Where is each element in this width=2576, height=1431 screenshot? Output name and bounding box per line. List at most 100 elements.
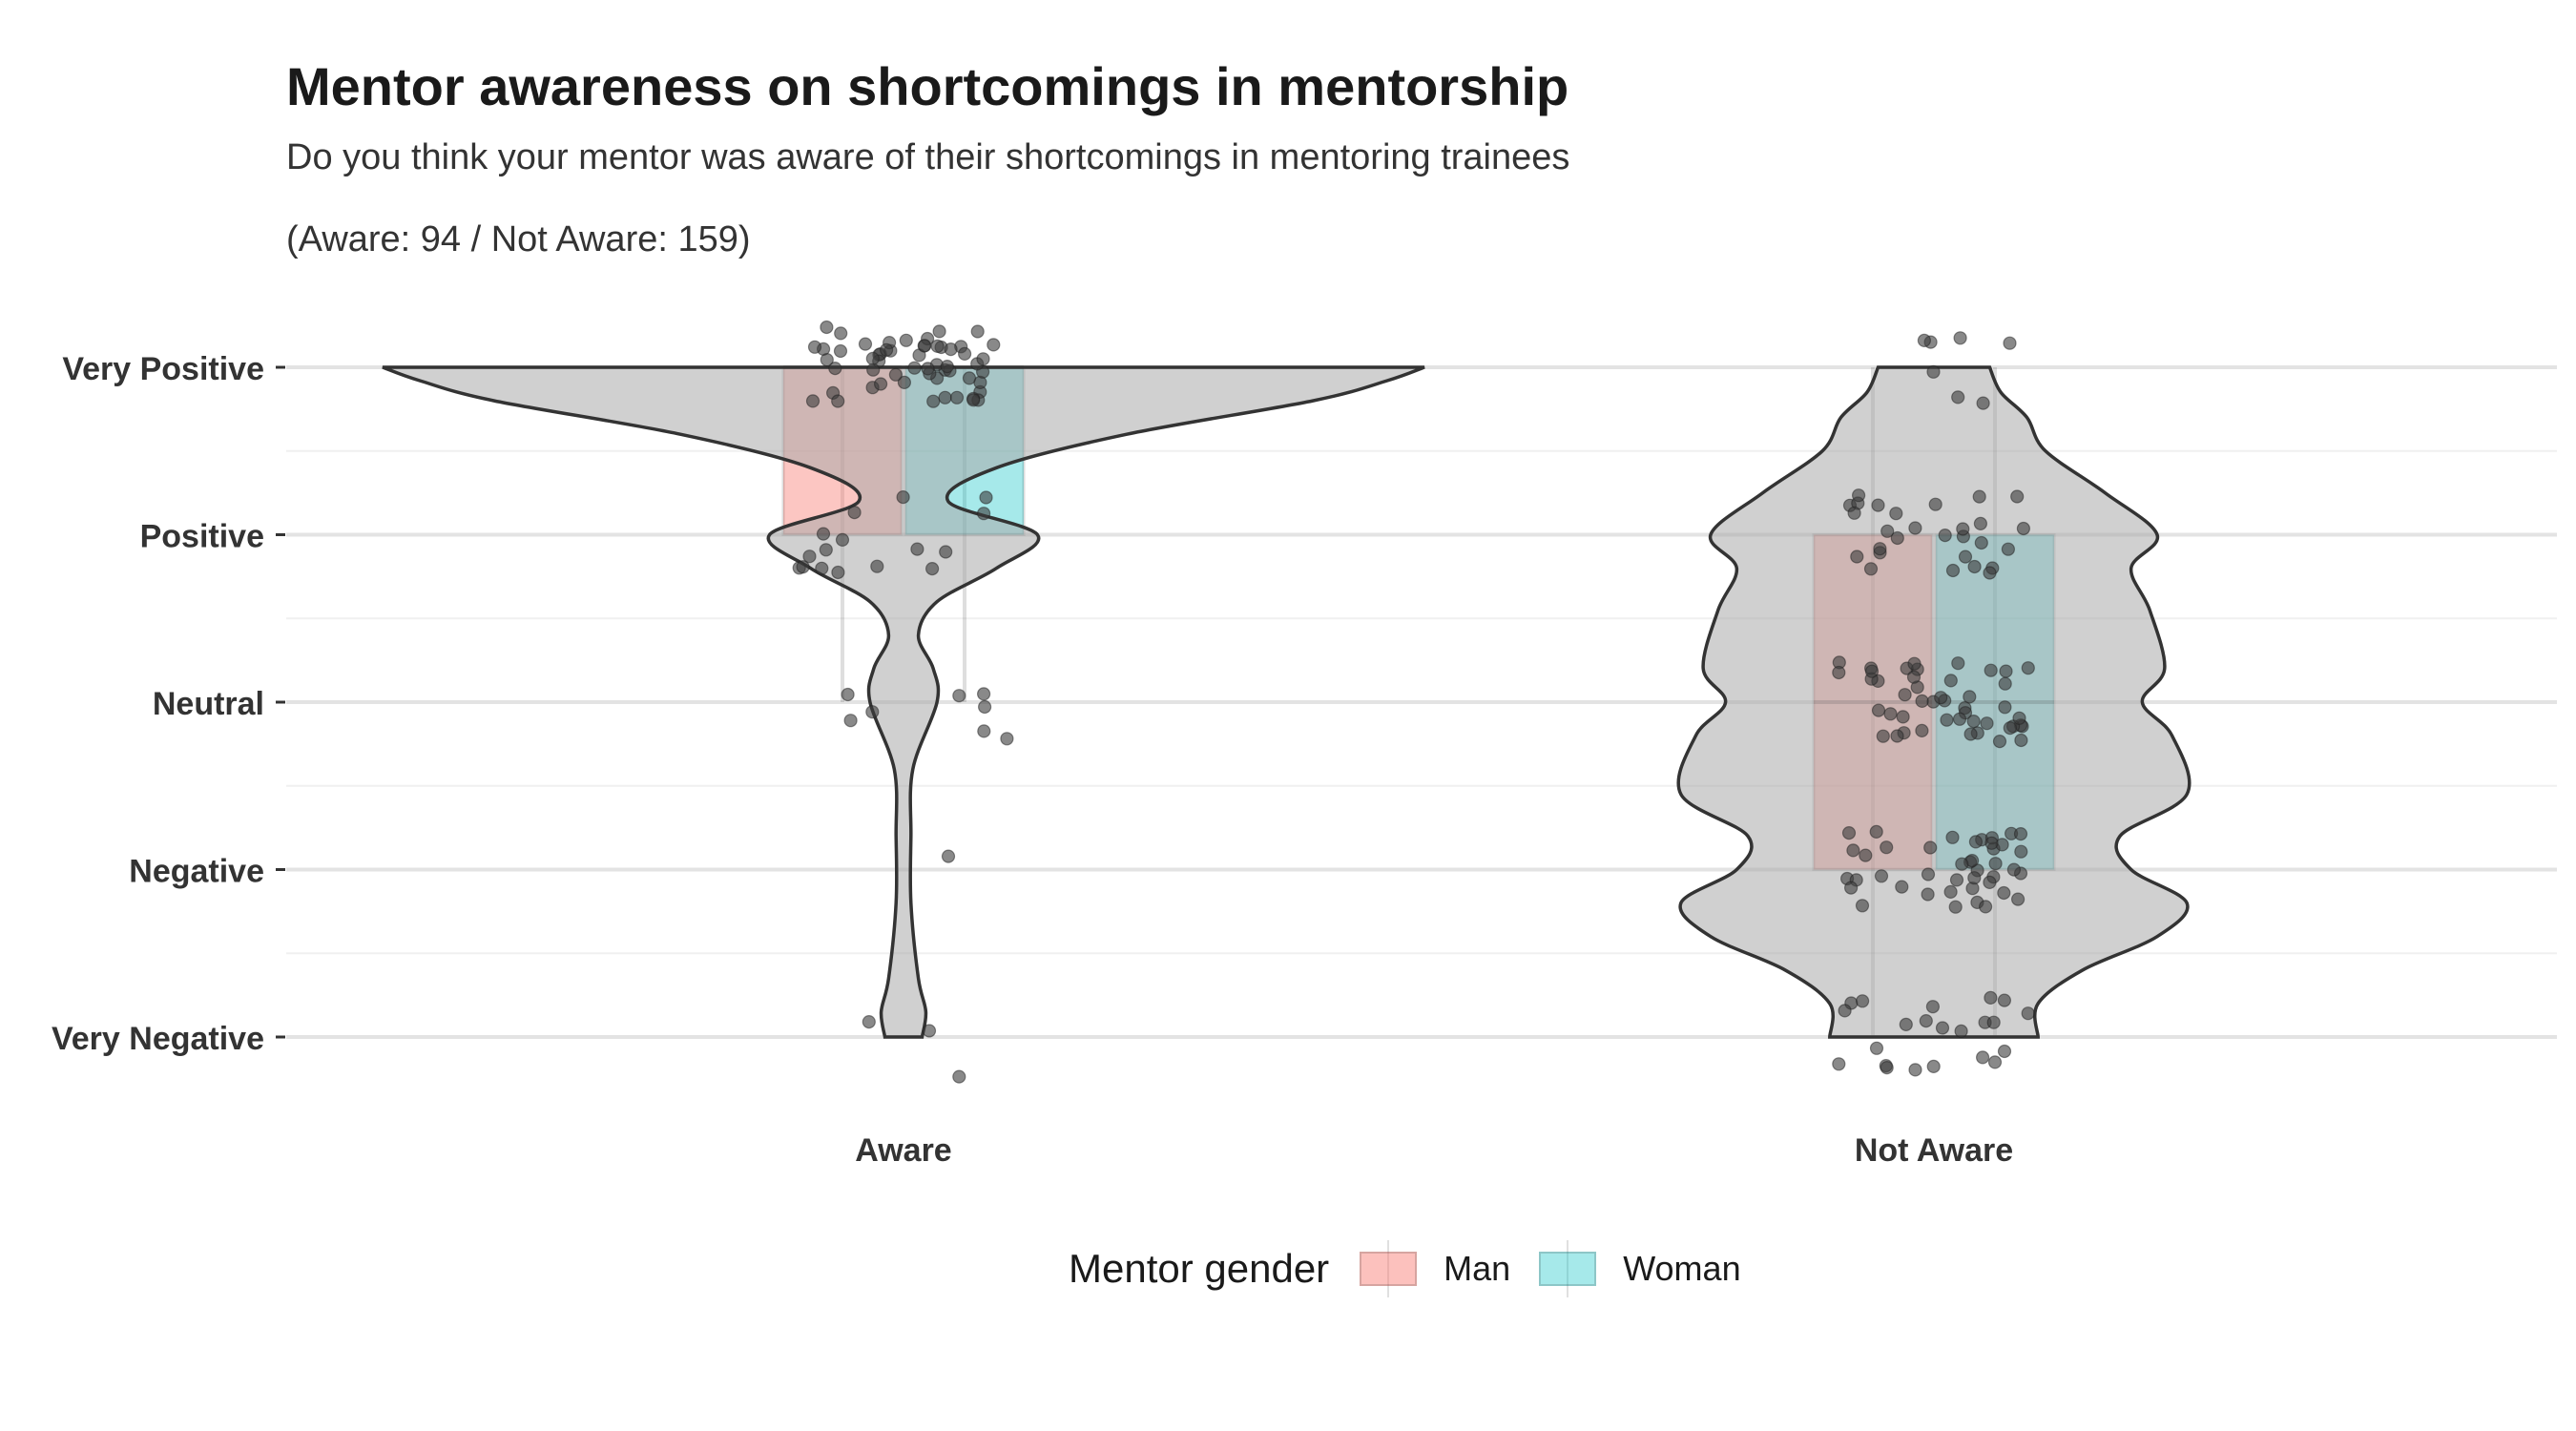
data-point [1871,498,1885,512]
data-point [1855,994,1870,1008]
data-point [1984,990,1998,1006]
data-point [1967,559,1982,574]
data-point [1873,542,1887,556]
data-point [796,560,810,574]
data-point [1869,824,1883,840]
data-point [805,394,821,408]
data-point [938,390,952,404]
data-point [2006,862,2021,877]
x-tick-label: Not Aware [1855,1132,2013,1169]
data-point [1889,507,1903,521]
legend-label-man: Man [1444,1249,1511,1288]
data-point [1926,1059,1941,1074]
data-point [820,353,834,367]
data-point [2011,892,2025,906]
data-point [2012,711,2026,725]
data-point [1850,550,1864,564]
data-point [870,559,884,573]
data-point [1907,656,1922,671]
data-point [1880,840,1894,855]
group-counts-caption: (Aware: 94 / Not Aware: 159) [286,219,751,259]
legend: Mentor gender Man Woman [0,1231,2576,1307]
data-point [1921,867,1936,881]
data-point [1915,723,1929,738]
data-point [862,1014,876,1029]
data-point [1979,900,1993,914]
data-point [979,490,993,505]
y-tick-label: Positive [140,519,264,555]
data-point [831,565,845,580]
data-point [2013,826,2028,841]
data-point [899,333,913,347]
data-point [1954,1024,1968,1039]
data-point [847,505,862,520]
x-axis: Aware Not Aware [855,1132,2013,1169]
legend-item-woman: Woman [1539,1240,1741,1297]
data-point [835,532,850,548]
violin-chart: Very Negative Negative Neutral Positive Very… [52,320,2557,1169]
data-point [1983,875,1997,890]
data-point [1899,1017,1913,1032]
data-point [1843,881,1859,895]
data-point [910,542,924,556]
data-point [1984,836,1999,850]
data-point [952,1069,966,1084]
data-point [940,360,954,374]
data-point [930,339,945,353]
data-point [1869,1041,1884,1055]
data-point [976,507,991,521]
data-point [987,338,1001,352]
data-point [939,545,953,559]
data-point [1838,1004,1852,1018]
data-point [1906,670,1922,684]
chart-title: Mentor awareness on shortcomings in ment… [286,56,1569,116]
data-point [2014,733,2028,748]
data-point [2016,521,2030,536]
data-point [843,714,858,728]
data-point [2014,844,2028,859]
data-point [1935,1021,1950,1035]
data-point [802,550,817,564]
data-point [1926,364,1941,379]
data-point [976,352,990,366]
data-point [1841,825,1857,840]
y-tick-label: Very Negative [52,1021,264,1057]
data-point [1998,700,2012,715]
data-point [1956,522,1970,536]
data-point [1863,562,1879,576]
data-point [841,687,855,702]
data-point [1928,497,1942,511]
data-point [944,342,958,357]
data-point [833,343,848,359]
data-point [932,324,946,339]
data-point [1955,857,1969,871]
data-point [1973,516,1987,531]
data-point [1832,665,1846,680]
data-point [926,394,941,408]
data-point [1988,857,2003,871]
data-point [2003,336,2017,350]
data-point [1951,656,1965,671]
data-point [873,377,888,391]
data-point [879,342,894,357]
data-point [1921,887,1935,902]
data-point [1998,676,2012,691]
data-point [1968,835,1983,849]
data-point [1908,521,1922,535]
data-point [949,390,965,404]
data-point [1949,873,1964,887]
data-point [1847,506,1861,520]
data-point [1896,710,1910,724]
data-point [2021,1006,2035,1021]
data-point [1883,707,1898,721]
data-point [1876,729,1890,743]
data-point [896,489,910,505]
data-point [976,687,991,701]
data-point [865,705,880,719]
data-point [1951,390,1965,404]
data-point [1874,869,1889,883]
data-point [1983,566,1997,580]
data-point [907,361,922,375]
data-point [1945,830,1960,844]
y-tick-label: Very Positive [62,351,264,387]
